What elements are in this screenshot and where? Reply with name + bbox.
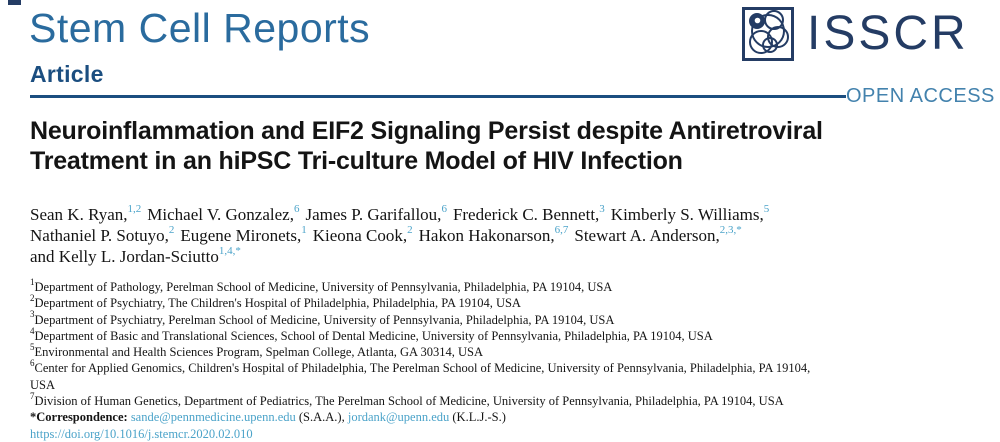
affiliation: 7Division of Human Genetics, Department … — [30, 390, 975, 409]
affiliation-text: Environmental and Health Sciences Progra… — [34, 345, 484, 360]
correspondence-email-link[interactable]: sande@pennmedicine.upenn.edu — [130, 410, 296, 425]
author-name: James P. Garifallou, — [305, 205, 442, 224]
correspondence-text: *Correspondence: — [30, 410, 131, 425]
affiliation-text: Department of Basic and Translational Sc… — [34, 328, 713, 343]
author-superscript: 1,4,* — [218, 245, 241, 258]
affiliation-number: 2 — [30, 293, 35, 304]
author: James P. Garifallou,6 — [305, 203, 447, 224]
author: Eugene Mironets,1 — [180, 224, 307, 245]
affiliation-number: 7 — [30, 390, 35, 401]
author: Frederick C. Bennett,3 — [452, 203, 605, 224]
affiliation-text: Division of Human Genetics, Department o… — [34, 394, 784, 409]
author-name: and Kelly L. Jordan-Sciutto — [30, 247, 219, 266]
author-line: Sean K. Ryan,1,2 Michael V. Gonzalez,6 Jam… — [30, 204, 980, 225]
author-line: and Kelly L. Jordan-Sciutto1,4,* — [30, 246, 980, 267]
correspondence-text: (S.A.A.), — [295, 410, 348, 425]
author: and Kelly L. Jordan-Sciutto1,4,* — [30, 245, 241, 266]
author-name: Sean K. Ryan, — [30, 205, 128, 224]
affiliation-number: 1 — [30, 276, 35, 287]
doi-link[interactable]: https://doi.org/10.1016/j.stemcr.2020.02… — [30, 426, 253, 441]
footnotes-block: 1Department of Pathology, Perelman Schoo… — [30, 276, 975, 442]
author: Sean K. Ryan,1,2 — [30, 203, 142, 224]
author: Kieona Cook,2 — [312, 224, 413, 245]
affiliation-number: 4 — [30, 325, 35, 336]
affiliation-text: Department of Pathology, Perelman School… — [34, 280, 613, 294]
affiliation: 3Department of Psychiatry, Perelman Scho… — [30, 309, 975, 328]
affiliation-number: 3 — [30, 309, 35, 320]
affiliation-number: 5 — [30, 342, 35, 353]
header-rule — [30, 95, 846, 98]
affiliation: 2Department of Psychiatry, The Children'… — [30, 293, 975, 311]
author-list: Sean K. Ryan,1,2 Michael V. Gonzalez,6 Jam… — [30, 204, 980, 267]
author-name: Stewart A. Anderson, — [574, 226, 720, 245]
author-superscript: 6 — [293, 203, 300, 216]
author-name: Kimberly S. Williams, — [610, 205, 764, 224]
title-line-1: Neuroinflammation and EIF2 Signaling Per… — [30, 117, 823, 145]
affiliation-text: Department of Psychiatry, Perelman Schoo… — [34, 312, 615, 327]
author-name: Eugene Mironets, — [180, 226, 302, 245]
doi-line: https://doi.org/10.1016/j.stemcr.2020.02… — [30, 426, 975, 442]
correspondence-line: *Correspondence: sande@pennmedicine.upen… — [30, 409, 975, 425]
author-superscript: 2 — [168, 224, 175, 237]
author-superscript: 2,3,* — [719, 224, 742, 237]
affiliation-text: Center for Applied Genomics, Children's … — [30, 361, 811, 392]
author: Hakon Hakonarson,6,7 — [418, 224, 569, 245]
affiliation-list: 1Department of Pathology, Perelman Schoo… — [30, 276, 975, 409]
author-superscript: 3 — [599, 203, 605, 216]
author-superscript: 6 — [441, 203, 447, 216]
author: Stewart A. Anderson,2,3,* — [574, 224, 742, 245]
affiliation: 6Center for Applied Genomics, Children's… — [30, 358, 975, 393]
author-name: Kieona Cook, — [312, 226, 408, 245]
isscr-logo: ISSCR — [742, 6, 969, 61]
article-type-label: Article — [30, 61, 104, 87]
author-superscript: 1 — [301, 224, 307, 237]
author-line: Nathaniel P. Sotuyo,2 Eugene Mironets,1 Ki… — [30, 225, 980, 246]
affiliation: 5Environmental and Health Sciences Progr… — [30, 342, 975, 360]
author-name: Nathaniel P. Sotuyo, — [30, 226, 169, 245]
affiliation-text: Department of Psychiatry, The Children's… — [34, 296, 521, 311]
affiliation-number: 6 — [30, 358, 35, 369]
author-name: Hakon Hakonarson, — [418, 226, 555, 245]
author: Kimberly S. Williams,5 — [610, 203, 770, 224]
isscr-logo-text: ISSCR — [807, 7, 969, 60]
affiliation: 1Department of Pathology, Perelman Schoo… — [30, 276, 975, 295]
author-superscript: 5 — [763, 203, 770, 216]
isscr-cell-icon — [742, 6, 794, 61]
author-superscript: 1,2 — [127, 203, 142, 216]
author: Nathaniel P. Sotuyo,2 — [30, 224, 175, 245]
article-title: Neuroinflammation and EIF2 Signaling Per… — [30, 116, 823, 176]
author-superscript: 6,7 — [554, 224, 569, 237]
author-name: Frederick C. Bennett, — [452, 205, 600, 224]
author-superscript: 2 — [407, 224, 413, 237]
author: Michael V. Gonzalez,6 — [147, 203, 300, 224]
affiliation: 4Department of Basic and Translational S… — [30, 325, 975, 344]
journal-title: Stem Cell Reports — [29, 5, 371, 51]
title-line-2: Treatment in an hiPSC Tri-culture Model … — [30, 147, 683, 175]
author-name: Michael V. Gonzalez, — [147, 205, 294, 224]
crop-mark — [8, 0, 21, 5]
correspondence-email-link[interactable]: jordank@upenn.edu — [347, 410, 450, 425]
correspondence-text: (K.L.J.-S.) — [449, 410, 506, 425]
open-access-label: OPEN ACCESS — [846, 85, 995, 107]
